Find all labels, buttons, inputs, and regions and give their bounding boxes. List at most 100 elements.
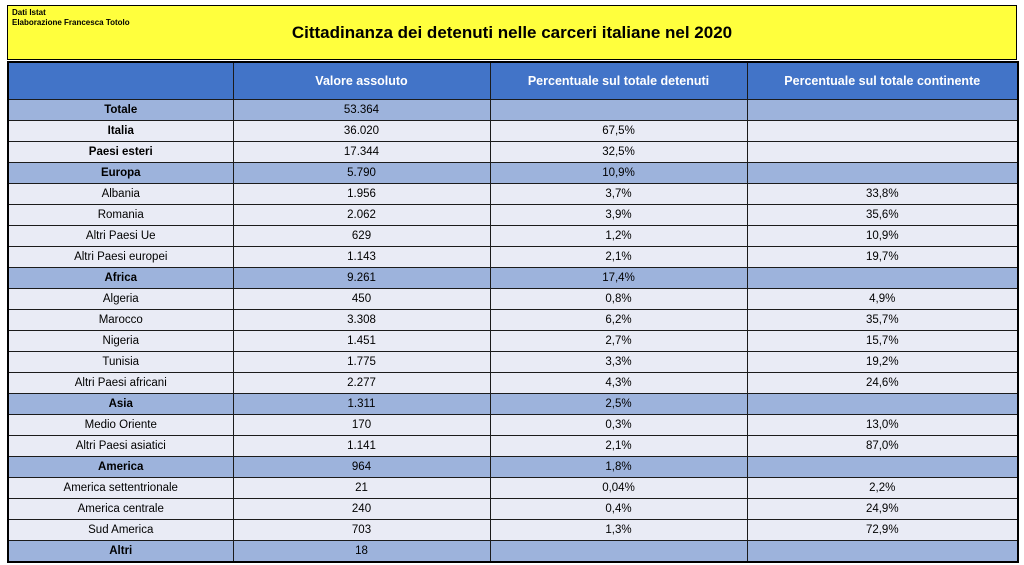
cell-valore-assoluto: 1.775 [232, 351, 491, 373]
table-row: Sud America 703 1,3% 72,9% [7, 519, 1019, 541]
row-label: Asia [7, 393, 234, 415]
cell-perc-continente [746, 267, 1019, 289]
source-line-1: Dati Istat [12, 8, 46, 17]
cell-valore-assoluto: 2.062 [232, 204, 491, 226]
row-label: Paesi esteri [7, 141, 234, 163]
cell-perc-detenuti: 67,5% [489, 120, 748, 142]
cell-perc-continente: 87,0% [746, 435, 1019, 457]
cell-perc-continente: 19,2% [746, 351, 1019, 373]
table-row: Italia 36.020 67,5% [7, 120, 1019, 142]
cell-perc-detenuti: 17,4% [489, 267, 748, 289]
cell-valore-assoluto: 1.956 [232, 183, 491, 205]
row-label: Romania [7, 204, 234, 226]
row-label: Italia [7, 120, 234, 142]
cell-perc-detenuti [489, 540, 748, 563]
cell-perc-detenuti: 0,3% [489, 414, 748, 436]
cell-perc-continente: 13,0% [746, 414, 1019, 436]
table-row: Altri Paesi asiatici 1.141 2,1% 87,0% [7, 435, 1019, 457]
table-row: Europa 5.790 10,9% [7, 162, 1019, 184]
cell-perc-detenuti: 3,3% [489, 351, 748, 373]
cell-valore-assoluto: 703 [232, 519, 491, 541]
table-row: Marocco 3.308 6,2% 35,7% [7, 309, 1019, 331]
cell-perc-detenuti: 2,5% [489, 393, 748, 415]
cell-valore-assoluto: 2.277 [232, 372, 491, 394]
cell-perc-continente: 2,2% [746, 477, 1019, 499]
cell-perc-continente: 35,7% [746, 309, 1019, 331]
row-label: Altri Paesi africani [7, 372, 234, 394]
row-label: Marocco [7, 309, 234, 331]
row-label: Tunisia [7, 351, 234, 373]
cell-valore-assoluto: 3.308 [232, 309, 491, 331]
cell-perc-continente [746, 141, 1019, 163]
cell-perc-continente [746, 99, 1019, 121]
row-label: America settentrionale [7, 477, 234, 499]
cell-perc-continente: 35,6% [746, 204, 1019, 226]
cell-perc-detenuti: 6,2% [489, 309, 748, 331]
row-label: Altri Paesi asiatici [7, 435, 234, 457]
row-label: Medio Oriente [7, 414, 234, 436]
cell-perc-detenuti: 1,8% [489, 456, 748, 478]
table-row: America 964 1,8% [7, 456, 1019, 478]
cell-perc-detenuti: 4,3% [489, 372, 748, 394]
table-row: America centrale 240 0,4% 24,9% [7, 498, 1019, 520]
cell-perc-continente: 4,9% [746, 288, 1019, 310]
row-label: Altri Paesi Ue [7, 225, 234, 247]
cell-valore-assoluto: 450 [232, 288, 491, 310]
table-row: Tunisia 1.775 3,3% 19,2% [7, 351, 1019, 373]
cell-valore-assoluto: 240 [232, 498, 491, 520]
cell-perc-continente: 72,9% [746, 519, 1019, 541]
table-row: Africa 9.261 17,4% [7, 267, 1019, 289]
cell-perc-detenuti: 0,04% [489, 477, 748, 499]
row-label: America [7, 456, 234, 478]
cell-perc-continente [746, 540, 1019, 563]
data-table: Valore assoluto Percentuale sul totale d… [7, 61, 1019, 563]
cell-perc-detenuti [489, 99, 748, 121]
cell-valore-assoluto: 17.344 [232, 141, 491, 163]
cell-perc-detenuti: 2,1% [489, 435, 748, 457]
table-row: Altri 18 [7, 540, 1019, 563]
row-label: Albania [7, 183, 234, 205]
cell-perc-detenuti: 1,2% [489, 225, 748, 247]
table-header-row: Valore assoluto Percentuale sul totale d… [7, 61, 1019, 100]
cell-perc-continente [746, 393, 1019, 415]
row-label: Altri [7, 540, 234, 563]
table-row: Asia 1.311 2,5% [7, 393, 1019, 415]
cell-perc-detenuti: 0,4% [489, 498, 748, 520]
cell-perc-continente: 33,8% [746, 183, 1019, 205]
title-banner: Dati Istat Elaborazione Francesca Totolo … [7, 5, 1017, 60]
cell-valore-assoluto: 5.790 [232, 162, 491, 184]
table-container: Valore assoluto Percentuale sul totale d… [7, 61, 1019, 563]
page-title: Cittadinanza dei detenuti nelle carceri … [291, 23, 733, 42]
cell-perc-continente [746, 120, 1019, 142]
cell-perc-continente: 24,9% [746, 498, 1019, 520]
table-row: Medio Oriente 170 0,3% 13,0% [7, 414, 1019, 436]
table-row: Paesi esteri 17.344 32,5% [7, 141, 1019, 163]
table-body: Totale 53.364 Italia 36.020 67,5% Paesi … [7, 99, 1019, 563]
row-label: Totale [7, 99, 234, 121]
cell-perc-continente: 24,6% [746, 372, 1019, 394]
table-row: Albania 1.956 3,7% 33,8% [7, 183, 1019, 205]
row-label: Nigeria [7, 330, 234, 352]
table-row: Altri Paesi europei 1.143 2,1% 19,7% [7, 246, 1019, 268]
table-row: Romania 2.062 3,9% 35,6% [7, 204, 1019, 226]
cell-perc-continente: 10,9% [746, 225, 1019, 247]
cell-perc-continente: 15,7% [746, 330, 1019, 352]
row-label: Algeria [7, 288, 234, 310]
cell-valore-assoluto: 9.261 [232, 267, 491, 289]
table-row: Nigeria 1.451 2,7% 15,7% [7, 330, 1019, 352]
cell-perc-detenuti: 2,7% [489, 330, 748, 352]
cell-valore-assoluto: 964 [232, 456, 491, 478]
cell-valore-assoluto: 629 [232, 225, 491, 247]
cell-perc-detenuti: 3,9% [489, 204, 748, 226]
row-label: Altri Paesi europei [7, 246, 234, 268]
cell-perc-continente [746, 162, 1019, 184]
source-note: Dati Istat Elaborazione Francesca Totolo [12, 8, 130, 28]
cell-valore-assoluto: 1.143 [232, 246, 491, 268]
cell-perc-detenuti: 32,5% [489, 141, 748, 163]
cell-perc-detenuti: 10,9% [489, 162, 748, 184]
table-row: America settentrionale 21 0,04% 2,2% [7, 477, 1019, 499]
cell-valore-assoluto: 1.311 [232, 393, 491, 415]
cell-valore-assoluto: 1.451 [232, 330, 491, 352]
column-header-perc-detenuti: Percentuale sul totale detenuti [489, 61, 748, 100]
